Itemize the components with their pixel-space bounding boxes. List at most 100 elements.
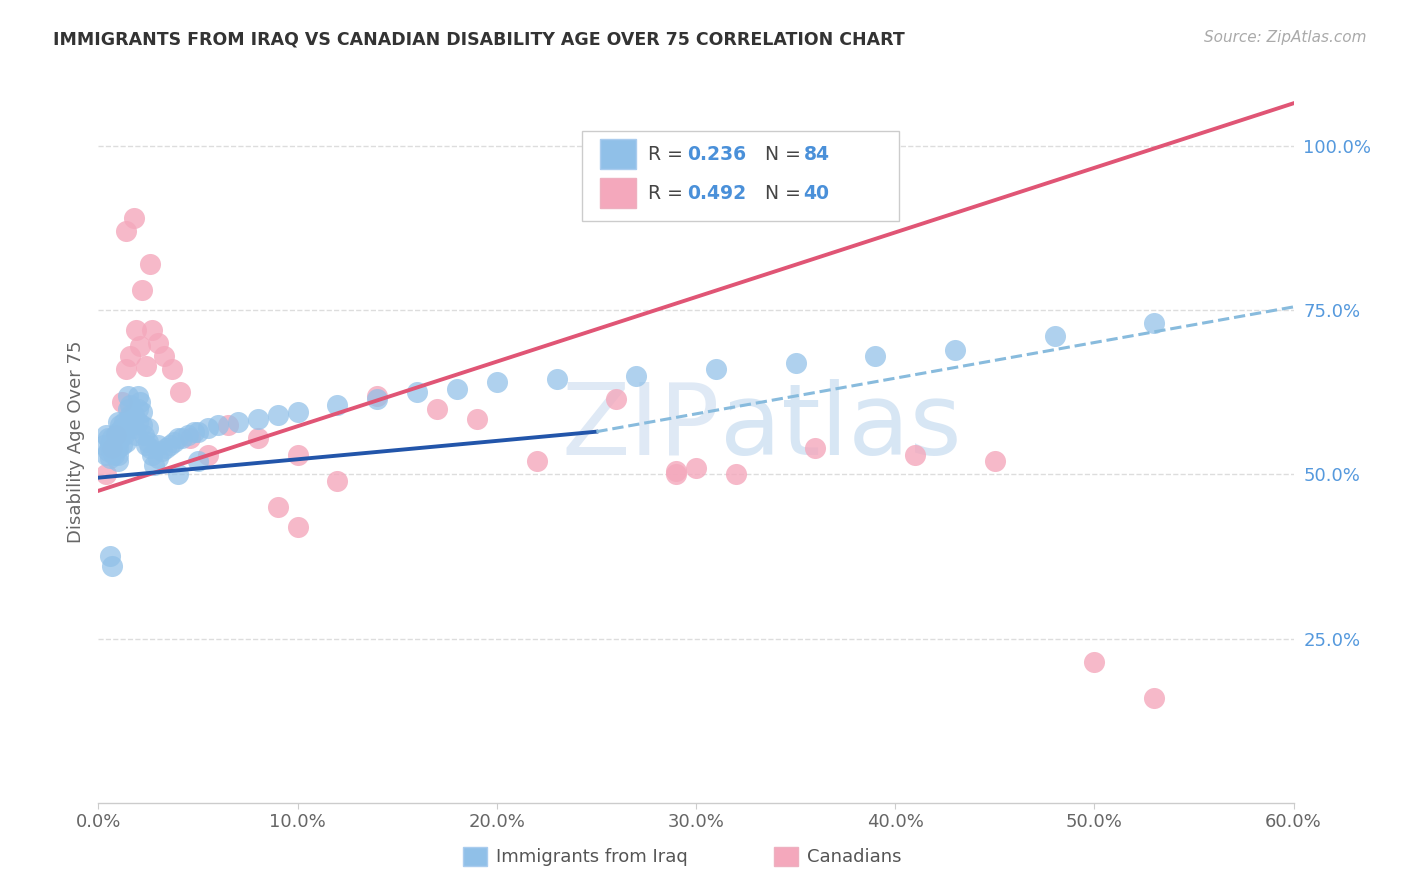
- Point: [366, 388, 388, 402]
- Point: [115, 362, 138, 376]
- Text: Source: ZipAtlas.com: Source: ZipAtlas.com: [1204, 30, 1367, 45]
- Point: [136, 434, 159, 449]
- Point: [101, 431, 124, 445]
- Point: [115, 421, 138, 435]
- Point: [125, 428, 148, 442]
- Point: [246, 431, 269, 445]
- Point: [148, 336, 170, 351]
- Point: [112, 428, 135, 442]
- Point: [141, 323, 163, 337]
- Point: [187, 425, 209, 439]
- Point: [112, 415, 135, 429]
- Point: [97, 431, 120, 445]
- Text: 84: 84: [804, 145, 830, 164]
- Point: [172, 431, 194, 445]
- Point: [169, 385, 191, 400]
- Point: [217, 418, 239, 433]
- Y-axis label: Disability Age Over 75: Disability Age Over 75: [66, 340, 84, 543]
- Point: [160, 362, 183, 376]
- Point: [117, 401, 139, 416]
- Point: [107, 441, 129, 455]
- Point: [124, 409, 146, 423]
- Point: [134, 428, 156, 442]
- Point: [124, 211, 146, 226]
- Point: [124, 421, 146, 435]
- Point: [865, 349, 887, 363]
- Bar: [773, 847, 797, 865]
- Point: [111, 421, 134, 435]
- Point: [127, 415, 149, 429]
- Point: [107, 425, 129, 439]
- Point: [97, 444, 120, 458]
- Point: [167, 431, 190, 445]
- Point: [704, 362, 727, 376]
- Point: [1143, 690, 1166, 705]
- Point: [110, 418, 132, 433]
- Point: [125, 323, 148, 337]
- Point: [605, 392, 627, 406]
- Point: [546, 372, 568, 386]
- Point: [105, 428, 128, 442]
- Point: [167, 467, 190, 482]
- Point: [103, 448, 125, 462]
- Point: [406, 385, 429, 400]
- Point: [159, 438, 181, 452]
- Point: [426, 401, 449, 416]
- Point: [115, 224, 138, 238]
- Point: [148, 438, 170, 452]
- Point: [105, 441, 128, 455]
- Text: R =: R =: [648, 145, 689, 164]
- Point: [131, 405, 153, 419]
- Point: [1083, 655, 1105, 669]
- Point: [129, 339, 152, 353]
- Bar: [600, 178, 637, 208]
- Point: [98, 549, 122, 564]
- Point: [110, 431, 132, 445]
- Point: [136, 421, 159, 435]
- Point: [153, 349, 176, 363]
- Point: [139, 257, 162, 271]
- Point: [246, 411, 269, 425]
- Point: [93, 438, 115, 452]
- Point: [804, 441, 827, 455]
- Point: [984, 454, 1007, 468]
- Point: [197, 448, 219, 462]
- Point: [101, 559, 124, 574]
- Point: [96, 448, 118, 462]
- Text: N =: N =: [765, 185, 807, 203]
- Point: [135, 359, 157, 373]
- Text: IMMIGRANTS FROM IRAQ VS CANADIAN DISABILITY AGE OVER 75 CORRELATION CHART: IMMIGRANTS FROM IRAQ VS CANADIAN DISABIL…: [53, 30, 905, 48]
- Point: [179, 431, 201, 445]
- Point: [105, 428, 128, 442]
- Point: [526, 454, 548, 468]
- Point: [155, 441, 177, 455]
- Point: [101, 441, 124, 455]
- Point: [943, 343, 966, 357]
- Point: [326, 398, 349, 412]
- Point: [446, 382, 468, 396]
- Text: 0.236: 0.236: [688, 145, 747, 164]
- Point: [665, 467, 688, 482]
- Point: [120, 409, 142, 423]
- Point: [267, 500, 290, 515]
- Point: [904, 448, 927, 462]
- Point: [131, 284, 153, 298]
- Point: [287, 520, 309, 534]
- Point: [163, 434, 186, 449]
- Point: [287, 405, 309, 419]
- Point: [120, 349, 142, 363]
- Point: [1143, 316, 1166, 330]
- Text: 40: 40: [804, 185, 830, 203]
- Point: [143, 458, 166, 472]
- Point: [98, 438, 122, 452]
- Point: [785, 356, 807, 370]
- Point: [226, 415, 249, 429]
- Point: [207, 418, 229, 433]
- Point: [1043, 329, 1066, 343]
- Point: [121, 418, 143, 433]
- Point: [98, 450, 122, 465]
- Point: [111, 395, 134, 409]
- Point: [485, 376, 508, 390]
- Point: [197, 421, 219, 435]
- Point: [465, 411, 488, 425]
